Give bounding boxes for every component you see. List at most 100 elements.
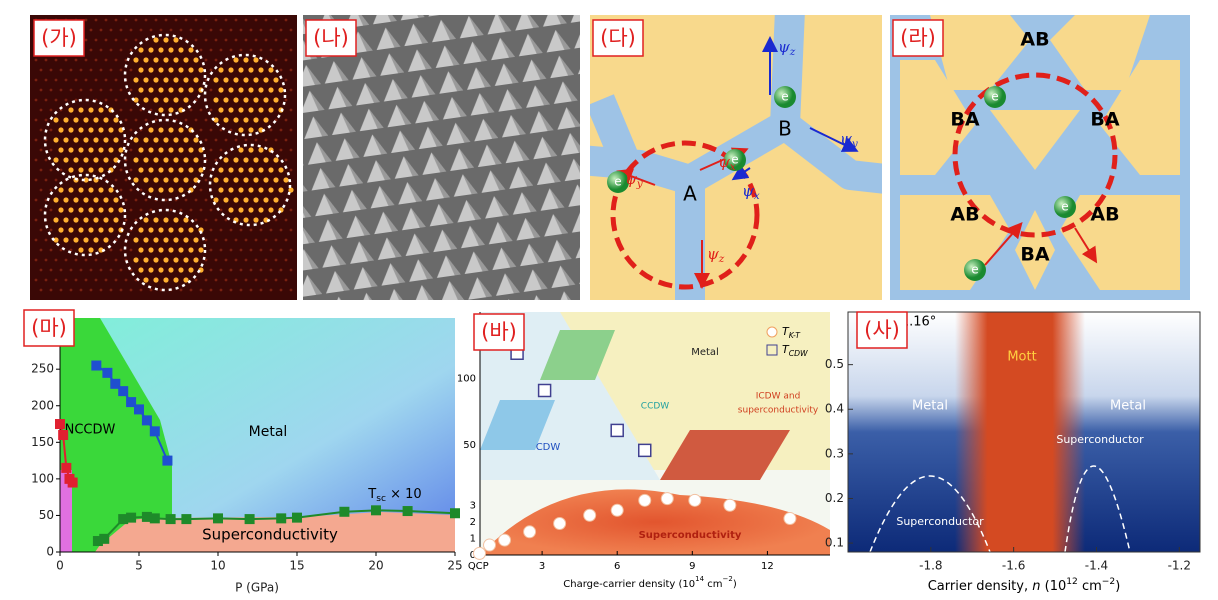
annotation: CCDW [641,402,669,412]
dot [204,218,208,222]
dot [243,197,249,203]
dot [218,67,224,73]
dot [113,117,119,123]
dot [144,18,148,22]
dot [204,78,208,82]
panel-label: (사) [864,318,900,342]
dot [249,48,253,52]
dot [34,218,38,222]
dot [229,48,233,52]
dot [239,248,243,252]
panel-label: (라) [900,26,936,50]
dot [138,47,144,53]
dot [224,38,228,42]
dot [248,127,254,133]
dot [54,78,58,82]
dot [264,278,268,282]
dot [284,278,288,282]
dot [98,127,104,133]
arrow [984,221,1023,266]
dot [148,67,154,73]
dot [228,167,234,173]
dot [214,258,218,262]
dot [138,147,144,153]
dot [289,288,293,292]
dot [209,28,213,32]
dot [248,87,254,93]
dot [134,218,138,222]
dot [229,288,233,292]
dot [153,137,159,143]
region-label: AB [1090,204,1119,226]
domain [990,110,1080,170]
dot [39,248,43,252]
dot [134,118,138,122]
dot [49,148,53,152]
dot [214,158,218,162]
label: Tsc × 10 [367,487,421,504]
dot [193,177,199,183]
dot [79,68,83,72]
data-point [450,508,460,519]
dot [264,18,268,22]
data-point [610,503,624,517]
dot [49,68,53,72]
dot [263,77,269,83]
dot [83,237,89,243]
dot [173,37,179,43]
dot [274,218,278,222]
dot [64,58,68,62]
dot [179,288,183,292]
dot [269,228,273,232]
data-point [134,404,144,415]
data-point [149,426,160,437]
dot [158,167,164,173]
dot [233,197,239,203]
dot [289,268,293,272]
x-tick-label: 9 [689,561,695,572]
ring [203,53,287,137]
data-point [141,511,152,522]
dot [64,78,68,82]
dot [264,38,268,42]
dot [129,188,133,192]
dot [178,267,184,273]
data-point [339,506,350,517]
dot [153,257,159,263]
dot [239,288,243,292]
label-box [33,19,85,57]
dot [219,148,223,152]
dot [224,258,228,262]
data-point [102,367,113,378]
dot [173,257,179,263]
dot [253,197,259,203]
dot [279,248,283,252]
dot [108,207,114,213]
electron-label: e [731,153,738,167]
dot [89,48,93,52]
dot [254,138,258,142]
dot [113,197,119,203]
dot [63,237,69,243]
dot [113,137,119,143]
x-tick-label: -1.6 [1002,559,1025,573]
dot [103,217,109,223]
y-tick-label: 250 [31,362,54,376]
dot [229,248,233,252]
dot [83,177,89,183]
data-point [118,514,129,525]
dot [198,167,204,173]
dot [58,227,64,233]
region-label: BA [950,109,979,131]
dot [193,237,199,243]
dot [158,187,164,193]
dot [163,177,169,183]
dot [263,97,269,103]
symbol: ψ [778,38,790,56]
dot [279,228,283,232]
lattice [540,330,615,380]
dot [254,278,258,282]
electron-label: e [614,175,621,189]
x-axis-label: P (GPa) [235,581,279,595]
dot [183,77,189,83]
